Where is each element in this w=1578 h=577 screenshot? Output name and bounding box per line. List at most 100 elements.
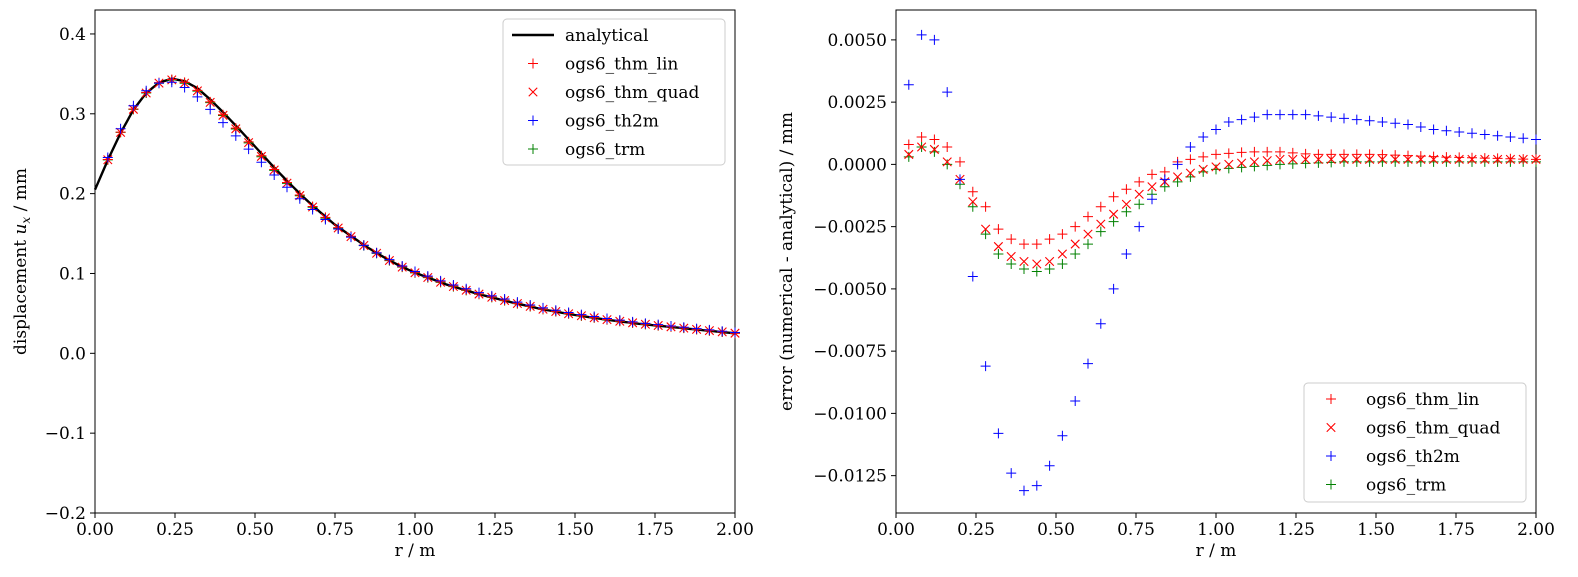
ogs6_trm-marker — [1031, 266, 1042, 277]
ogs6_thm_lin-marker — [1185, 154, 1196, 165]
ogs6_thm_lin-marker — [1275, 146, 1285, 157]
legend-marker-ogs6_trm — [1326, 479, 1336, 490]
ogs6_th2m-marker — [550, 305, 561, 316]
ogs6_thm_quad-marker — [1467, 154, 1477, 165]
ogs6_th2m-marker — [1415, 122, 1426, 133]
ogs6_thm_lin-marker — [1057, 229, 1068, 240]
ogs6_thm_quad-marker — [1531, 154, 1541, 165]
ogs6_thm_quad-marker — [1403, 154, 1413, 165]
ogs6_trm-marker — [942, 159, 953, 170]
ogs6_th2m-marker — [333, 224, 344, 235]
ogs6_thm_lin-marker — [1377, 149, 1388, 160]
x-tick-label: 1.00 — [1197, 520, 1235, 540]
ogs6_th2m-marker — [1095, 318, 1106, 329]
legend-marker-ogs6_th2m — [528, 115, 538, 126]
ogs6_thm_lin-marker — [903, 139, 914, 150]
x-axis-label: r / m — [1196, 541, 1237, 561]
ogs6_thm_quad-marker — [1006, 251, 1016, 262]
ogs6_thm_quad-marker — [1134, 189, 1144, 199]
ogs6_th2m-marker — [967, 271, 978, 282]
ogs6_thm_quad-marker — [1032, 259, 1042, 269]
ogs6_thm_lin-marker — [1019, 239, 1029, 250]
ogs6_th2m-marker — [955, 174, 965, 185]
ogs6_th2m-marker — [614, 315, 625, 326]
ogs6_thm_lin-marker — [1441, 152, 1452, 163]
ogs6_th2m-marker — [678, 322, 689, 333]
legend-label-ogs6_th2m: ogs6_th2m — [565, 112, 659, 132]
ogs6_th2m-marker — [1121, 249, 1132, 260]
ogs6_th2m-marker — [1313, 110, 1324, 121]
ogs6_th2m-marker — [1479, 129, 1490, 140]
ogs6_trm-marker — [1070, 249, 1081, 260]
ogs6_trm-marker — [1198, 166, 1209, 177]
ogs6_thm_lin-marker — [929, 134, 940, 145]
ogs6_thm_quad-marker — [1249, 157, 1260, 167]
ogs6_th2m-marker — [474, 287, 484, 298]
ogs6_th2m-marker — [1403, 119, 1413, 130]
ogs6_thm_quad-marker — [256, 151, 267, 162]
ogs6_thm_lin-marker — [1249, 146, 1260, 157]
legend-label-ogs6_thm_lin: ogs6_thm_lin — [565, 55, 678, 75]
x-tick-label: 0.75 — [1117, 520, 1155, 540]
ogs6_th2m-marker — [1159, 174, 1170, 185]
left-chart: 0.00 0.25 0.50 0.75 1.00 1.25 1.50 1.75 2.00 −0.2… — [11, 9, 754, 561]
legend-marker-ogs6_trm — [528, 144, 538, 154]
ogs6_thm_quad-marker — [1147, 182, 1157, 192]
ogs6_th2m-marker — [1300, 109, 1311, 120]
x-tick-label: 0.50 — [236, 520, 274, 540]
ogs6_trm-marker — [903, 151, 914, 162]
ogs6_trm-marker — [1095, 226, 1106, 237]
ogs6_th2m-marker — [307, 204, 318, 215]
ogs6_th2m-marker — [1454, 127, 1465, 138]
ogs6_thm_quad-marker — [904, 149, 914, 160]
ogs6_trm-marker — [1057, 258, 1068, 269]
ogs6_th2m-marker — [499, 294, 510, 305]
ogs6_thm_quad-marker — [1326, 154, 1336, 165]
ogs6_th2m-marker — [346, 232, 356, 243]
ogs6_thm_quad-marker — [1185, 168, 1196, 178]
ogs6_th2m-marker — [903, 79, 914, 90]
ogs6_thm_quad-marker — [1505, 154, 1516, 165]
ogs6_th2m-marker — [166, 77, 177, 88]
ogs6_thm_quad-marker — [1096, 219, 1106, 229]
y-tick-label: 0.0050 — [828, 31, 887, 51]
ogs6_th2m-marker — [980, 361, 991, 372]
ogs6_th2m-marker — [1249, 112, 1260, 123]
ogs6_thm_quad-marker — [1454, 154, 1464, 165]
ogs6_trm-marker — [1211, 164, 1221, 175]
ogs6_th2m-marker — [448, 280, 459, 291]
x-tick-label: 0.25 — [957, 520, 995, 540]
ogs6_thm_quad-marker — [243, 137, 254, 148]
ogs6_th2m-marker — [1031, 480, 1042, 491]
ogs6_th2m-marker — [525, 300, 536, 311]
y-tick-label: −0.0025 — [813, 218, 887, 238]
ogs6_thm_quad-marker — [1019, 256, 1029, 267]
x-tick-label: 0.50 — [1037, 520, 1075, 540]
y-tick-label: −0.0075 — [813, 342, 887, 362]
ogs6_th2m-marker — [1428, 124, 1439, 135]
x-tick-label: 1.00 — [396, 520, 434, 540]
ogs6_thm_lin-marker — [1364, 149, 1375, 160]
ogs6_trm-marker — [1262, 160, 1273, 171]
ogs6_thm_quad-marker — [1121, 199, 1132, 209]
ogs6_thm_quad-marker — [1236, 158, 1247, 168]
ogs6_th2m-marker — [128, 100, 139, 111]
ogs6_thm_lin-marker — [1313, 149, 1324, 160]
ogs6_th2m-marker — [1287, 109, 1298, 120]
ogs6_trm-marker — [1275, 159, 1285, 170]
y-axis-label: error (numerical - analytical) / mm — [777, 112, 797, 411]
ogs6_th2m-marker — [141, 85, 152, 96]
ogs6_th2m-marker — [410, 266, 420, 277]
x-tick-label: 0.00 — [877, 520, 915, 540]
x-tick-label: 2.00 — [716, 520, 754, 540]
x-tick-label: 0.75 — [316, 520, 354, 540]
ogs6_trm-marker — [1083, 239, 1093, 250]
y-tick-label: −0.0100 — [813, 404, 887, 424]
ogs6_thm_quad-marker — [1275, 154, 1285, 165]
ogs6_th2m-marker — [1083, 358, 1093, 369]
ogs6_th2m-marker — [230, 130, 241, 141]
ogs6_th2m-marker — [243, 144, 254, 155]
ogs6_trm-marker — [1108, 216, 1119, 227]
y-tick-label: 0.2 — [59, 185, 86, 205]
